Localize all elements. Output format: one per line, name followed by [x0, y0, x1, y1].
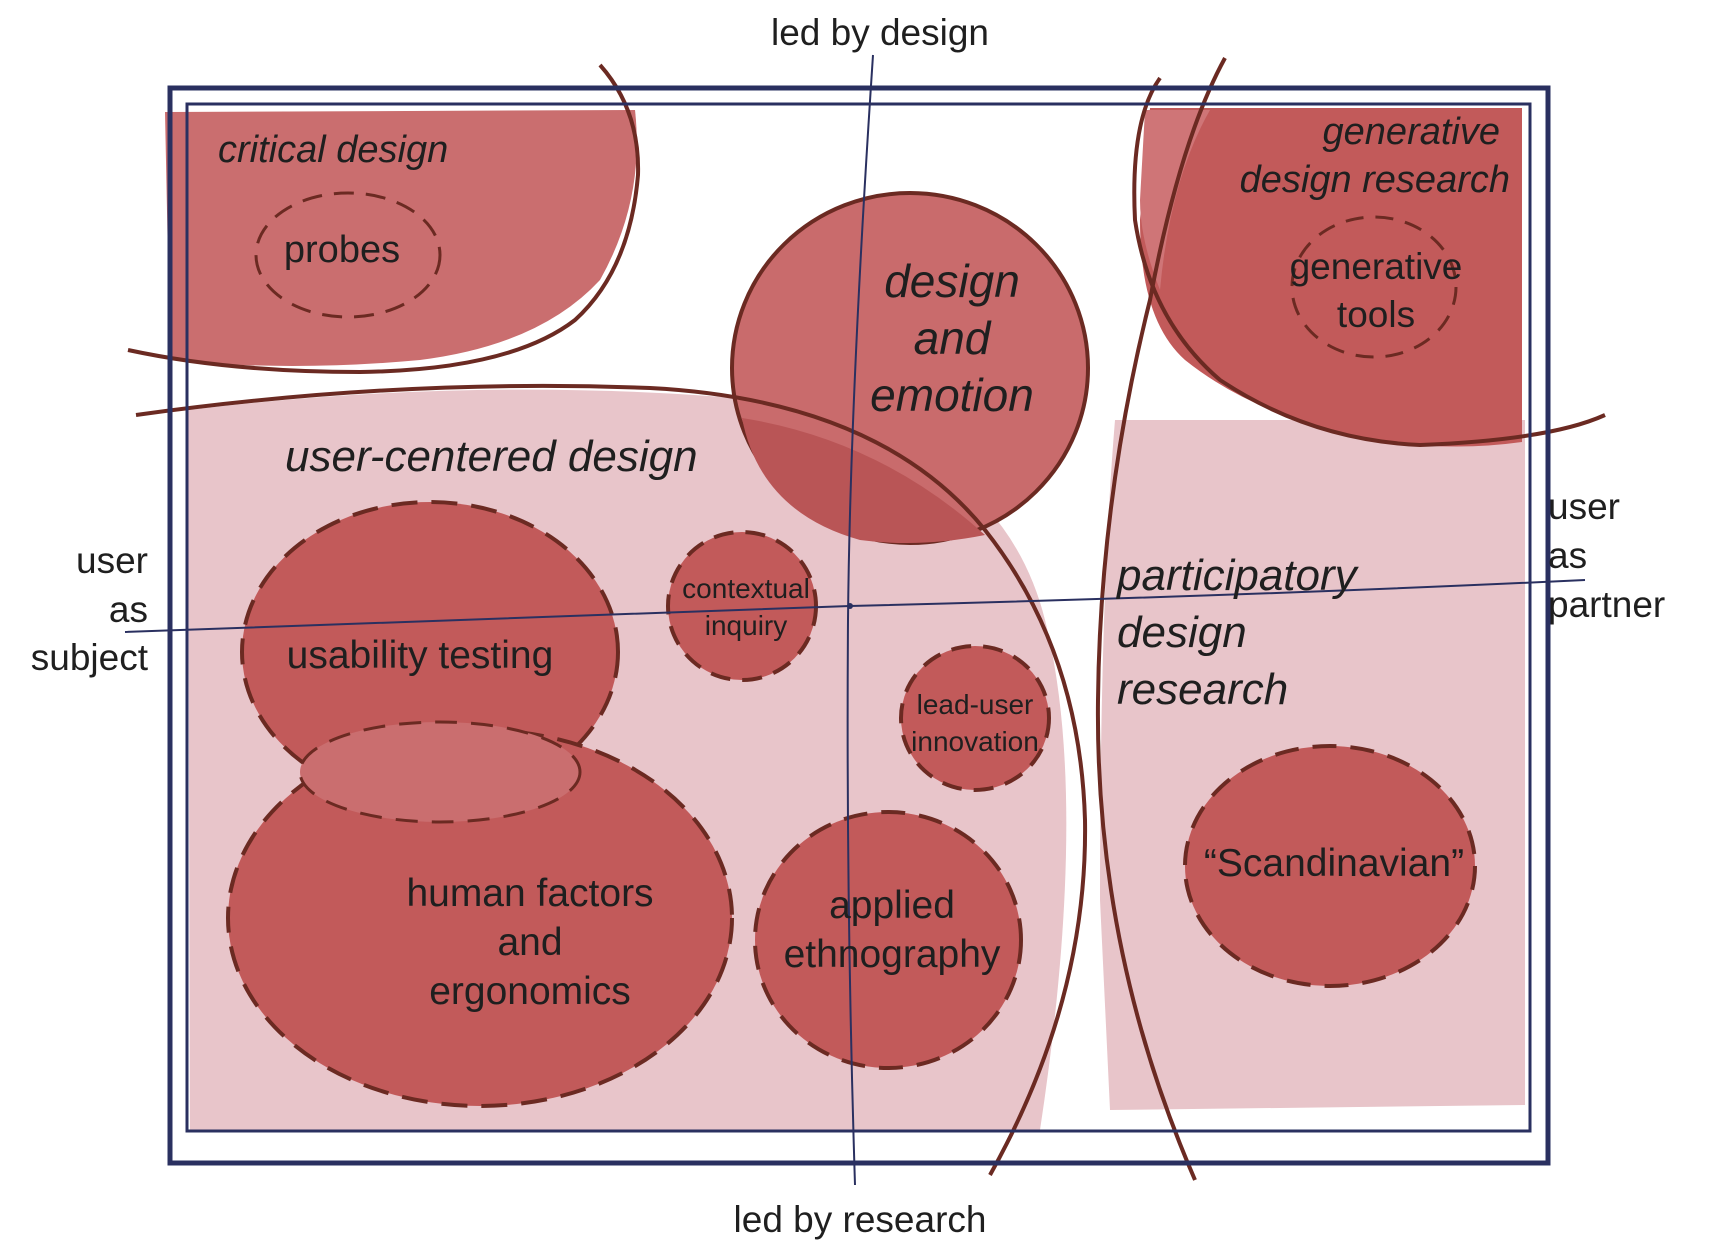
lead-user-innovation-blob [899, 644, 1051, 792]
axis-label-user-as-subject: user as subject [31, 540, 149, 678]
label-generative-design-research: generative design research [1240, 111, 1510, 201]
label-generative-tools: generative tools [1290, 246, 1463, 335]
user-centered-design-boundary [135, 383, 1088, 1176]
label-human-factors-and-ergonomics: human factors and ergonomics [406, 872, 653, 1013]
svg-text:design: design [884, 255, 1020, 307]
vertical-axis-line [846, 54, 874, 1186]
contextual-inquiry-blob [666, 530, 818, 682]
svg-text:participatory: participatory [1115, 551, 1360, 600]
generative-light-top [1140, 110, 1210, 290]
usability-human-factors-overlap [298, 720, 582, 824]
participatory-design-boundary [1095, 57, 1227, 1181]
svg-text:subject: subject [31, 637, 149, 678]
svg-text:design: design [1117, 608, 1247, 657]
design-emotion-overlap [742, 418, 985, 544]
svg-text:ergonomics: ergonomics [429, 970, 631, 1013]
label-critical-design: critical design [218, 129, 448, 171]
svg-text:contextual: contextual [682, 573, 810, 604]
svg-text:as: as [1548, 535, 1587, 576]
svg-text:partner: partner [1548, 584, 1665, 625]
usability-testing-blob [240, 500, 620, 804]
label-usability-testing: usability testing [287, 634, 554, 677]
svg-text:design research: design research [1240, 159, 1510, 201]
generative-tools-outline [1290, 215, 1458, 359]
svg-text:innovation: innovation [911, 726, 1039, 757]
critical-design-area [165, 110, 637, 366]
label-design-and-emotion: design and emotion [870, 255, 1034, 421]
svg-text:and: and [497, 921, 562, 964]
inner-frame [185, 102, 1532, 1133]
svg-text:research: research [1117, 665, 1288, 714]
label-participatory-design-research: participatory design research [1115, 551, 1360, 714]
applied-ethnography-blob [753, 810, 1023, 1070]
svg-text:emotion: emotion [870, 369, 1034, 421]
probes-outline [254, 191, 442, 319]
svg-text:human factors: human factors [406, 872, 653, 915]
generative-boundary [1132, 76, 1606, 448]
outer-frame [167, 85, 1551, 1166]
svg-text:tools: tools [1337, 294, 1415, 335]
svg-text:generative: generative [1290, 246, 1463, 287]
axis-label-led-by-research: led by research [734, 1199, 987, 1240]
svg-text:user: user [76, 540, 148, 581]
scandinavian-blob [1183, 744, 1477, 988]
generative-design-research-area [1140, 108, 1522, 447]
label-probes: probes [284, 229, 400, 271]
svg-text:inquiry: inquiry [705, 610, 787, 641]
axis-origin [847, 603, 853, 609]
svg-text:ethnography: ethnography [784, 933, 1001, 976]
svg-text:generative: generative [1323, 111, 1500, 153]
svg-text:and: and [914, 312, 992, 364]
svg-text:lead-user: lead-user [917, 689, 1034, 720]
svg-text:as: as [109, 589, 148, 630]
label-applied-ethnography: applied ethnography [784, 884, 1001, 976]
critical-design-boundary [127, 63, 641, 375]
axis-label-led-by-design: led by design [771, 12, 989, 53]
svg-text:user: user [1548, 486, 1620, 527]
label-contextual-inquiry: contextual inquiry [682, 573, 810, 641]
label-user-centered-design: user-centered design [285, 432, 698, 481]
svg-text:applied: applied [829, 884, 955, 927]
axis-label-user-as-partner: user as partner [1548, 486, 1665, 625]
label-lead-user-innovation: lead-user innovation [911, 689, 1039, 757]
label-scandinavian: “Scandinavian” [1204, 842, 1464, 885]
